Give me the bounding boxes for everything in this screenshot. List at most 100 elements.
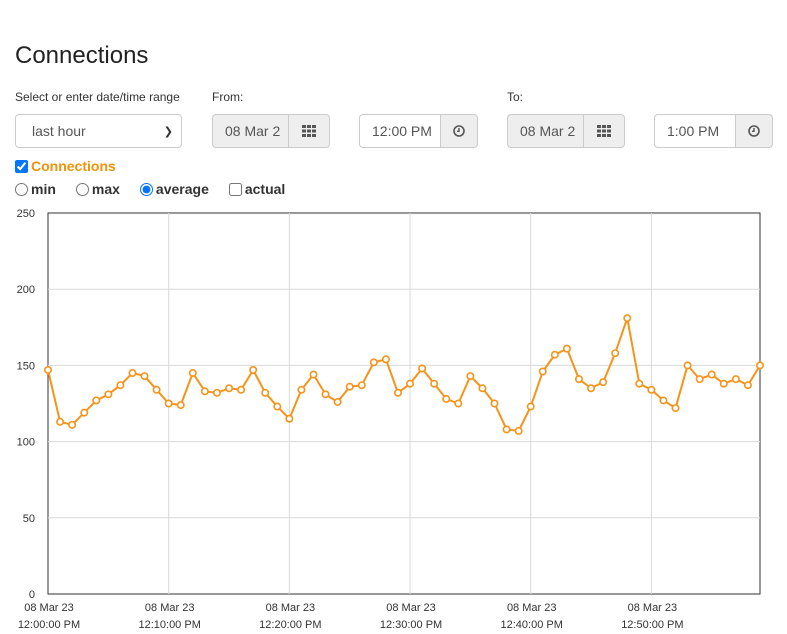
connections-data-point (683, 361, 692, 370)
connections-data-point (719, 379, 728, 388)
connections-data-point (526, 402, 535, 411)
connections-data-point (273, 402, 282, 411)
from-label: From: (212, 90, 244, 104)
connections-data-point (635, 379, 644, 388)
connections-data-point (599, 378, 608, 387)
from-date-input[interactable]: 08 Mar 2 (212, 114, 288, 148)
mode-average-label: average (155, 181, 209, 197)
to-time-input[interactable]: 1:00 PM (654, 114, 735, 148)
y-tick-label: 150 (17, 360, 35, 372)
mode-min-radio[interactable] (15, 182, 28, 196)
mode-min-option[interactable]: min (15, 181, 56, 197)
connections-data-point (659, 396, 668, 405)
range-label: Select or enter date/time range (15, 90, 180, 104)
mode-max-option[interactable]: max (75, 181, 120, 197)
connections-data-point (381, 355, 390, 364)
range-select[interactable]: last hour ❯ (15, 114, 182, 148)
x-tick-date-label: 08 Mar 23 (266, 602, 316, 614)
connections-data-point (538, 367, 547, 376)
connections-data-point (345, 382, 354, 391)
mode-actual-checkbox[interactable] (228, 182, 242, 196)
connections-data-point (333, 397, 342, 406)
connections-checkbox[interactable] (15, 159, 28, 173)
calendar-grid-icon (302, 125, 316, 137)
connections-data-point (164, 399, 173, 408)
plot-frame (47, 212, 761, 595)
connections-data-point (442, 394, 451, 403)
connections-data-point (562, 344, 571, 353)
connections-data-point (212, 388, 221, 397)
connections-data-point (466, 372, 475, 381)
y-tick-label: 100 (17, 437, 35, 449)
mode-max-radio[interactable] (75, 182, 89, 196)
connections-line-chart: 0 50 100 150 200 250 08 Mar 23 12:00:00 PM 08 Ma… (17, 208, 764, 631)
page-title: Connections (15, 42, 149, 69)
x-tick-date-label: 08 Mar 23 (507, 602, 557, 614)
connections-data-point (225, 384, 234, 393)
clock-icon (453, 125, 465, 137)
connections-data-point (200, 387, 209, 396)
x-tick-date-label: 08 Mar 23 (145, 602, 195, 614)
connections-data-point (406, 379, 415, 388)
connections-data-point (56, 417, 65, 426)
connections-data-point (611, 349, 620, 358)
connections-data-point (550, 350, 559, 359)
connections-data-point (116, 381, 125, 390)
y-tick-label: 0 (29, 589, 35, 601)
connections-data-point (321, 390, 330, 399)
to-label: To: (507, 90, 524, 104)
mode-actual-label: actual (244, 181, 286, 197)
connections-data-point (490, 399, 499, 408)
mode-max-label: max (91, 181, 120, 197)
y-tick-label: 200 (17, 284, 35, 296)
connections-toggle: Connections (15, 158, 116, 174)
to-calendar-button[interactable] (583, 114, 625, 148)
y-tick-label: 250 (17, 208, 35, 220)
connections-data-point (261, 388, 270, 397)
mode-average-option[interactable]: average (139, 181, 209, 197)
connections-data-point (104, 390, 113, 399)
range-select-value: last hour (32, 123, 86, 139)
connections-data-point (502, 425, 511, 434)
x-tick-time-label: 12:40:00 PM (501, 619, 563, 631)
connections-data-point (574, 375, 583, 384)
connections-data-point (249, 365, 258, 374)
x-tick-date-label: 08 Mar 23 (628, 602, 678, 614)
x-tick-time-label: 12:00:00 PM (18, 619, 80, 631)
connections-series-line (47, 317, 761, 432)
connections-data-point (671, 404, 680, 413)
connections-data-point (80, 408, 89, 417)
connections-data-point (393, 388, 402, 397)
connections-data-point (695, 375, 704, 384)
to-date-input[interactable]: 08 Mar 2 (507, 114, 583, 148)
mode-average-radio[interactable] (139, 182, 153, 196)
connections-data-point (430, 379, 439, 388)
connections-data-point (755, 361, 764, 370)
x-tick-time-label: 12:10:00 PM (138, 619, 200, 631)
connections-data-point (237, 385, 246, 394)
x-tick-time-label: 12:50:00 PM (621, 619, 683, 631)
connections-data-point (92, 396, 101, 405)
connections-data-point (140, 372, 149, 381)
calendar-grid-icon (597, 125, 611, 137)
from-calendar-button[interactable] (288, 114, 330, 148)
aggregation-mode-group: min max average actual (15, 181, 305, 197)
connections-data-point (188, 369, 197, 378)
mode-min-label: min (31, 181, 56, 197)
x-tick-date-label: 08 Mar 23 (386, 602, 436, 614)
mode-actual-option[interactable]: actual (228, 181, 286, 197)
connections-checkbox-label: Connections (31, 158, 116, 174)
to-clock-button[interactable] (735, 114, 773, 148)
x-tick-date-label: 08 Mar 23 (24, 602, 74, 614)
connections-data-point (152, 385, 161, 394)
connections-data-point (297, 385, 306, 394)
clock-icon (748, 125, 760, 137)
from-time-group: 12:00 PM (359, 114, 478, 148)
connections-data-point (623, 314, 632, 323)
connections-data-point (743, 381, 752, 390)
from-time-input[interactable]: 12:00 PM (359, 114, 440, 148)
from-clock-button[interactable] (440, 114, 478, 148)
x-tick-time-label: 12:20:00 PM (259, 619, 321, 631)
connections-data-point (176, 401, 185, 410)
chevron-down-icon: ❯ (163, 126, 173, 138)
